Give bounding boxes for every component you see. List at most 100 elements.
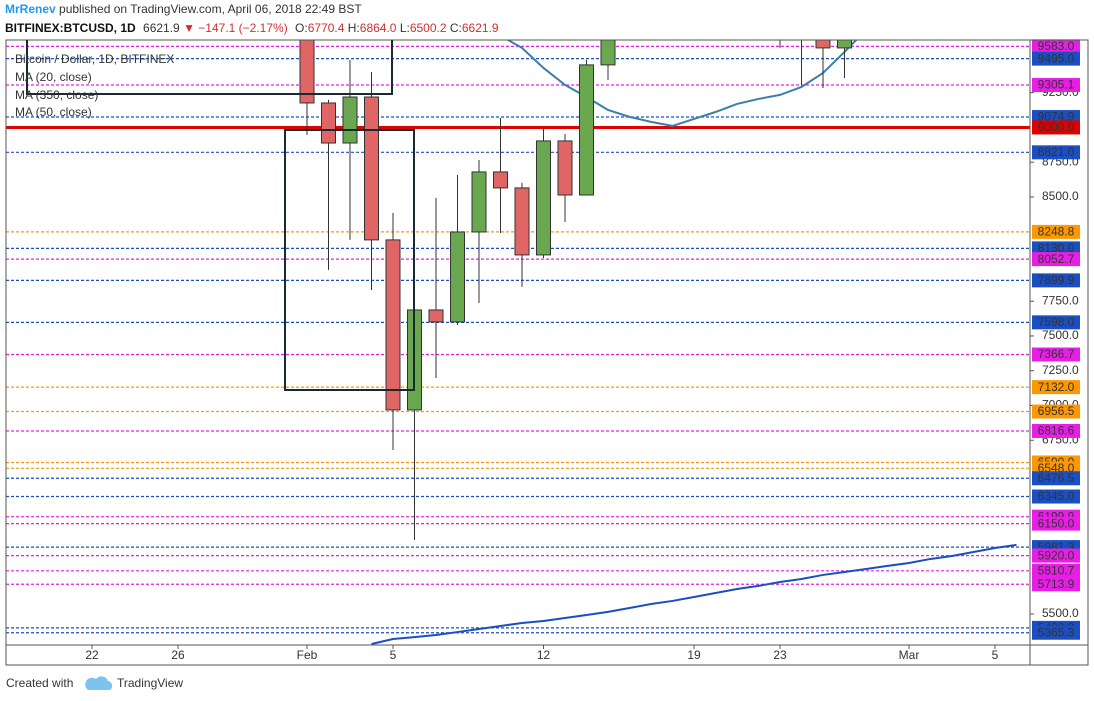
- symbol-legend: Bitcoin / Dollar, 1D, BITFINEX: [15, 52, 174, 66]
- price-label: 7366.7: [1038, 347, 1075, 361]
- price-label-box: [1032, 315, 1080, 330]
- price-label-box: [1032, 563, 1080, 578]
- ohlc-value: 6770.4: [308, 21, 345, 35]
- arrow: ▼: [183, 21, 195, 35]
- price-label: 6816.6: [1038, 424, 1075, 438]
- price-label-box: [1032, 224, 1080, 239]
- legend-entry: MA (50, close): [15, 105, 92, 119]
- price-label: 5713.9: [1038, 577, 1075, 591]
- price-label: 6476.5: [1038, 471, 1075, 485]
- price-label: 5365.3: [1038, 625, 1075, 639]
- price-label: 9305.1: [1038, 78, 1075, 92]
- plot: [6, 0, 1030, 645]
- symbol-line: BITFINEX:BTCUSD, 1D 6621.9 ▼ −147.1 (−2.…: [5, 21, 499, 35]
- price-label-box: [1032, 252, 1080, 267]
- price-label: 7899.9: [1038, 273, 1075, 287]
- price-label: 6345.0: [1038, 489, 1075, 503]
- price-label-box: [1032, 471, 1080, 486]
- x-tick-label: 5: [390, 648, 397, 662]
- ohlc-label: O:: [295, 21, 308, 35]
- price-label: 7132.0: [1038, 380, 1075, 394]
- last-price: 6621.9: [143, 21, 180, 35]
- candle-body: [471, 171, 487, 233]
- price-label: 7598.0: [1038, 315, 1075, 329]
- price-label-box: [1032, 347, 1080, 362]
- price-label-box: [1032, 273, 1080, 288]
- y-tick-label: 7500.0: [1042, 328, 1079, 342]
- candle-body: [579, 64, 594, 196]
- author[interactable]: MrRenev: [5, 2, 56, 16]
- candle-body: [364, 96, 379, 241]
- footer-text: Created with: [6, 676, 73, 690]
- price-label: 9000.0: [1038, 120, 1075, 134]
- candle-body: [600, 40, 616, 66]
- ohlc-value: 6500.2: [410, 21, 447, 35]
- x-tick-label: 5: [992, 648, 999, 662]
- axes: 9250.08750.08500.07750.07500.07250.07000…: [85, 39, 1080, 662]
- symbol: BITFINEX:BTCUSD, 1D: [5, 21, 136, 35]
- x-tick-label: 26: [171, 648, 185, 662]
- price-label: 8821.0: [1038, 145, 1075, 159]
- y-tick-label: 8500.0: [1042, 189, 1079, 203]
- candle-body: [557, 140, 573, 196]
- change: −147.1 (−2.17%): [198, 21, 287, 35]
- price-label-box: [1032, 404, 1080, 419]
- price-label-box: [1032, 145, 1080, 160]
- price-label-box: [1032, 548, 1080, 563]
- moving-average: [371, 543, 1017, 645]
- price-label-box: [1032, 516, 1080, 531]
- price-label-box: [1032, 423, 1080, 438]
- candle-body: [795, 0, 809, 30]
- x-tick-label: 22: [85, 648, 99, 662]
- candle-body: [815, 40, 831, 49]
- candle-body: [536, 140, 551, 256]
- published-line: MrRenev published on TradingView.com, Ap…: [5, 2, 362, 16]
- candle-body: [385, 239, 401, 411]
- ohlc-label: L:: [400, 21, 410, 35]
- footer-brand[interactable]: TradingView: [117, 676, 183, 690]
- x-tick-label: 23: [773, 648, 787, 662]
- price-label-box: [1032, 241, 1080, 256]
- price-label: 9583.0: [1038, 39, 1075, 53]
- price-label: 8052.7: [1038, 252, 1075, 266]
- x-tick-label: 12: [537, 648, 551, 662]
- drawn-rectangle: [26, 40, 393, 95]
- price-label-box: [1032, 489, 1080, 504]
- price-label-box: [1032, 39, 1080, 54]
- price-label-box: [1032, 51, 1080, 66]
- candle-body: [321, 102, 336, 144]
- candle-body: [342, 96, 358, 144]
- candle-body: [450, 231, 465, 323]
- price-label: 9074.9: [1038, 110, 1075, 124]
- moving-average: [506, 40, 858, 127]
- y-tick-label: 7750.0: [1042, 293, 1079, 307]
- y-tick-label: 7250.0: [1042, 363, 1079, 377]
- ohlc-label: H:: [348, 21, 360, 35]
- ohlc-label: C:: [450, 21, 462, 35]
- price-label: 9495.0: [1038, 51, 1075, 65]
- price-label: 8130.0: [1038, 241, 1075, 255]
- legend-entry: MA (20, close): [15, 70, 92, 84]
- price-label: 6150.0: [1038, 516, 1075, 530]
- price-label: 6956.5: [1038, 404, 1075, 418]
- candle-body: [493, 171, 508, 189]
- logo[interactable]: [85, 676, 113, 690]
- ohlc-value: 6864.0: [360, 21, 397, 35]
- price-label-box: [1032, 625, 1080, 640]
- x-tick-label: 19: [687, 648, 701, 662]
- price-label-box: [1032, 120, 1080, 135]
- price-label: 5810.7: [1038, 563, 1075, 577]
- price-label-box: [1032, 577, 1080, 592]
- candle-body: [299, 40, 315, 104]
- drawn-rectangle: [284, 129, 415, 391]
- x-tick-label: Feb: [297, 648, 318, 662]
- x-tick-label: Mar: [899, 648, 920, 662]
- price-label-box: [1032, 78, 1080, 93]
- candle-body: [428, 309, 444, 323]
- y-tick-label: 5500.0: [1042, 606, 1079, 620]
- candle-body: [837, 40, 852, 49]
- candle-body: [514, 187, 530, 256]
- legend-entry: MA (350, close): [15, 88, 98, 102]
